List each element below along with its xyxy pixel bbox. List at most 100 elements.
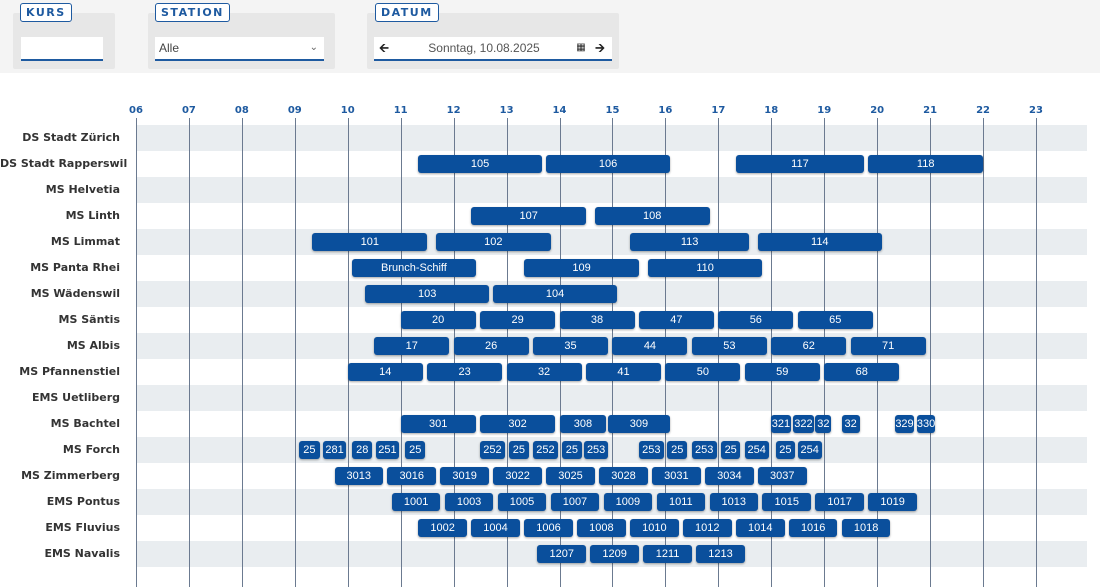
trip-bar[interactable]: 113 bbox=[630, 233, 750, 251]
trip-bar[interactable]: 25 bbox=[509, 441, 529, 459]
trip-bar[interactable]: 1007 bbox=[550, 493, 600, 511]
trip-bar[interactable]: 25 bbox=[405, 441, 426, 459]
trip-bar[interactable]: 23 bbox=[427, 363, 503, 381]
trip-bar[interactable]: 3022 bbox=[493, 467, 542, 485]
trip-bar[interactable]: 3019 bbox=[440, 467, 489, 485]
trip-bar[interactable]: 329 bbox=[894, 415, 915, 433]
trip-bar[interactable]: 253 bbox=[638, 441, 664, 459]
trip-bar[interactable]: 3031 bbox=[652, 467, 701, 485]
trip-bar[interactable]: 254 bbox=[744, 441, 769, 459]
trip-bar[interactable]: 1001 bbox=[391, 493, 441, 511]
trip-bar[interactable]: 1005 bbox=[497, 493, 547, 511]
trip-bar[interactable]: 3037 bbox=[758, 467, 807, 485]
trip-bar[interactable]: 1011 bbox=[656, 493, 706, 511]
trip-bar[interactable]: 118 bbox=[868, 155, 984, 173]
trip-bar[interactable]: 322 bbox=[793, 415, 814, 433]
trip-bar[interactable]: 114 bbox=[758, 233, 882, 251]
trip-bar[interactable]: 3013 bbox=[334, 467, 384, 485]
trip-bar[interactable]: 26 bbox=[453, 337, 529, 355]
trip-bar[interactable]: 32 bbox=[815, 415, 832, 433]
trip-bar[interactable]: 25 bbox=[299, 441, 320, 459]
trip-bar[interactable]: 1016 bbox=[788, 519, 838, 537]
trip-bar[interactable]: 53 bbox=[691, 337, 767, 355]
trip-bar[interactable]: 1211 bbox=[643, 545, 692, 563]
trip-bar[interactable]: 14 bbox=[347, 363, 423, 381]
trip-bar[interactable]: 252 bbox=[480, 441, 505, 459]
trip-bar[interactable]: 1014 bbox=[735, 519, 785, 537]
trip-bar[interactable]: 251 bbox=[375, 441, 399, 459]
trip-bar[interactable]: 1013 bbox=[709, 493, 759, 511]
trip-bar[interactable]: 25 bbox=[667, 441, 688, 459]
trip-bar[interactable]: 1019 bbox=[868, 493, 917, 511]
trip-bar[interactable]: 252 bbox=[533, 441, 558, 459]
trip-bar[interactable]: 253 bbox=[584, 441, 609, 459]
trip-bar[interactable]: 29 bbox=[480, 311, 556, 329]
arrow-left-icon[interactable]: 🡨 bbox=[379, 41, 389, 55]
kurs-input[interactable] bbox=[21, 37, 103, 61]
trip-bar[interactable]: 330 bbox=[916, 415, 935, 433]
trip-bar[interactable]: 1006 bbox=[524, 519, 573, 537]
trip-bar[interactable]: 1010 bbox=[630, 519, 679, 537]
date-value[interactable]: Sonntag, 10.08.2025 bbox=[394, 37, 574, 59]
trip-bar[interactable]: 56 bbox=[718, 311, 794, 329]
trip-bar[interactable]: 1213 bbox=[696, 545, 745, 563]
trip-bar[interactable]: 17 bbox=[374, 337, 450, 355]
trip-bar[interactable]: 3025 bbox=[546, 467, 595, 485]
trip-bar[interactable]: 253 bbox=[691, 441, 717, 459]
trip-bar[interactable]: 65 bbox=[797, 311, 873, 329]
trip-bar[interactable]: 110 bbox=[647, 259, 763, 277]
trip-bar[interactable]: 308 bbox=[559, 415, 607, 433]
trip-bar[interactable]: 1018 bbox=[841, 519, 891, 537]
trip-bar[interactable]: 104 bbox=[493, 285, 617, 303]
trip-bar[interactable]: 107 bbox=[471, 207, 586, 225]
trip-bar[interactable]: 3034 bbox=[705, 467, 754, 485]
trip-bar[interactable]: 102 bbox=[435, 233, 551, 251]
trip-bar[interactable]: 1002 bbox=[418, 519, 467, 537]
trip-bar[interactable]: 32 bbox=[841, 415, 860, 433]
trip-bar[interactable]: 71 bbox=[850, 337, 926, 355]
trip-bar[interactable]: 20 bbox=[400, 311, 476, 329]
trip-bar[interactable]: 41 bbox=[585, 363, 661, 381]
trip-bar[interactable]: 1004 bbox=[471, 519, 520, 537]
arrow-right-icon[interactable]: 🡪 bbox=[595, 41, 605, 55]
trip-bar[interactable]: 35 bbox=[533, 337, 609, 355]
trip-bar[interactable]: 106 bbox=[546, 155, 670, 173]
trip-bar[interactable]: 1015 bbox=[762, 493, 811, 511]
trip-bar[interactable]: Brunch-Schiff bbox=[352, 259, 476, 277]
trip-bar[interactable]: 38 bbox=[559, 311, 635, 329]
trip-bar[interactable]: 3028 bbox=[599, 467, 648, 485]
trip-bar[interactable]: 25 bbox=[775, 441, 796, 459]
trip-bar[interactable]: 25 bbox=[562, 441, 582, 459]
trip-bar[interactable]: 62 bbox=[771, 337, 847, 355]
trip-bar[interactable]: 1003 bbox=[444, 493, 494, 511]
trip-bar[interactable]: 105 bbox=[418, 155, 542, 173]
trip-bar[interactable]: 47 bbox=[638, 311, 714, 329]
trip-bar[interactable]: 68 bbox=[824, 363, 900, 381]
trip-bar[interactable]: 117 bbox=[735, 155, 864, 173]
trip-bar[interactable]: 254 bbox=[797, 441, 822, 459]
trip-bar[interactable]: 44 bbox=[612, 337, 688, 355]
trip-bar[interactable]: 302 bbox=[480, 415, 556, 433]
trip-bar[interactable]: 301 bbox=[400, 415, 476, 433]
trip-bar[interactable]: 321 bbox=[771, 415, 791, 433]
trip-bar[interactable]: 109 bbox=[524, 259, 639, 277]
trip-bar[interactable]: 108 bbox=[594, 207, 710, 225]
calendar-icon[interactable]: ▦ bbox=[576, 42, 586, 53]
trip-bar[interactable]: 101 bbox=[312, 233, 428, 251]
trip-bar[interactable]: 309 bbox=[608, 415, 670, 433]
trip-bar[interactable]: 1012 bbox=[683, 519, 732, 537]
trip-bar[interactable]: 1209 bbox=[590, 545, 639, 563]
trip-bar[interactable]: 1017 bbox=[815, 493, 864, 511]
trip-bar[interactable]: 281 bbox=[323, 441, 346, 459]
trip-bar[interactable]: 32 bbox=[506, 363, 582, 381]
trip-bar[interactable]: 50 bbox=[665, 363, 741, 381]
trip-bar[interactable]: 1009 bbox=[603, 493, 653, 511]
trip-bar[interactable]: 25 bbox=[720, 441, 741, 459]
trip-bar[interactable]: 1008 bbox=[577, 519, 626, 537]
trip-bar[interactable]: 103 bbox=[365, 285, 489, 303]
trip-bar[interactable]: 1207 bbox=[537, 545, 586, 563]
station-select[interactable]: Alle ⌄ bbox=[155, 37, 324, 61]
trip-bar[interactable]: 59 bbox=[744, 363, 820, 381]
trip-bar[interactable]: 28 bbox=[352, 441, 373, 459]
trip-bar[interactable]: 3016 bbox=[387, 467, 436, 485]
